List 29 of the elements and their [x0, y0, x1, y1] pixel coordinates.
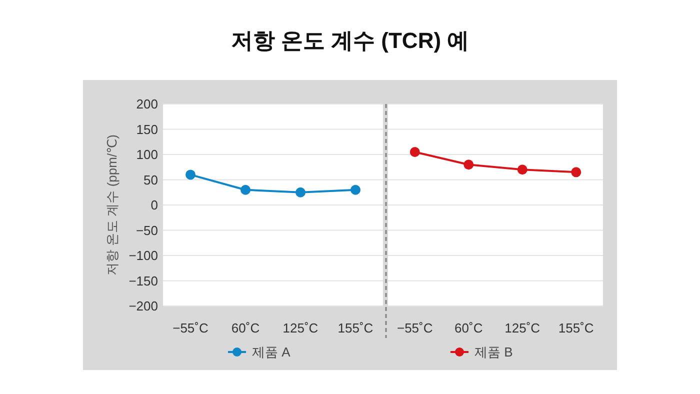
- point: [571, 167, 582, 178]
- x-tick-label: 60˚C: [231, 320, 260, 336]
- y-tick-label: 150: [136, 122, 158, 137]
- point: [517, 164, 528, 175]
- y-tick-label: 50: [144, 172, 158, 188]
- chart-title: 저항 온도 계수 (TCR) 예: [230, 28, 470, 53]
- point: [410, 146, 420, 157]
- point: [296, 187, 306, 198]
- legend-label: 제품 A: [252, 344, 291, 360]
- x-tick-label: −55˚C: [396, 320, 433, 336]
- point: [350, 184, 360, 195]
- point: [240, 184, 250, 195]
- x-tick-label: 125˚C: [504, 320, 540, 336]
- x-tick-label: 60˚C: [454, 320, 483, 336]
- y-tick-label: −200: [128, 298, 158, 314]
- y-tick-label: −150: [128, 273, 158, 288]
- y-tick-label: −50: [136, 222, 158, 238]
- y-tick-label: 100: [136, 147, 158, 162]
- y-axis-title: 저항 온도 계수 (ppm/℃): [104, 134, 120, 276]
- y-tick-label: 0: [150, 198, 158, 213]
- x-tick-label: 125˚C: [282, 320, 318, 336]
- x-tick-label: 155˚C: [558, 320, 594, 336]
- y-tick-label: 200: [136, 96, 158, 112]
- point: [464, 160, 474, 170]
- x-tick-label: −55˚C: [172, 320, 208, 336]
- y-tick-label: −100: [128, 248, 158, 264]
- legend-label: 제품 B: [474, 344, 513, 360]
- x-tick-label: 155˚C: [338, 320, 374, 336]
- point: [186, 170, 196, 180]
